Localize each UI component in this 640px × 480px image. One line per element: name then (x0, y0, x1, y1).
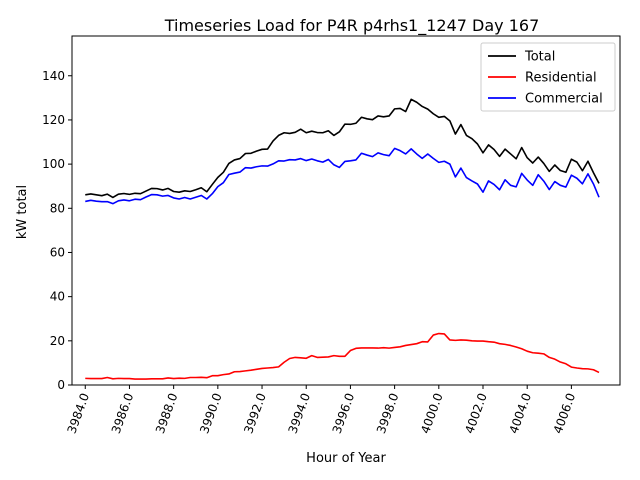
legend-label-commercial: Commercial (525, 92, 603, 107)
x-axis-label: Hour of Year (306, 451, 386, 466)
y-axis-label: kW total (15, 185, 30, 239)
y-tick-label: 0 (57, 378, 65, 392)
series-line-commercial (85, 147, 600, 205)
y-tick-label: 140 (42, 69, 65, 83)
y-tick-label: 100 (42, 157, 65, 171)
y-tick-label: 40 (50, 290, 65, 304)
series-line-residential (85, 332, 600, 380)
plot-frame (71, 35, 621, 386)
legend-label-total: Total (524, 50, 555, 65)
series-lines (85, 98, 600, 380)
y-tick-label: 120 (42, 113, 65, 127)
y-tick-label: 60 (50, 245, 65, 259)
y-tick-label: 80 (50, 201, 65, 215)
legend-label-residential: Residential (525, 71, 597, 86)
chart-title: Timeseries Load for P4R p4rhs1_1247 Day … (164, 16, 540, 36)
y-tick-label: 20 (50, 334, 65, 348)
series-line-total (85, 98, 600, 199)
legend-box (480, 42, 616, 112)
legend: Total Residential Commercial (480, 42, 616, 112)
